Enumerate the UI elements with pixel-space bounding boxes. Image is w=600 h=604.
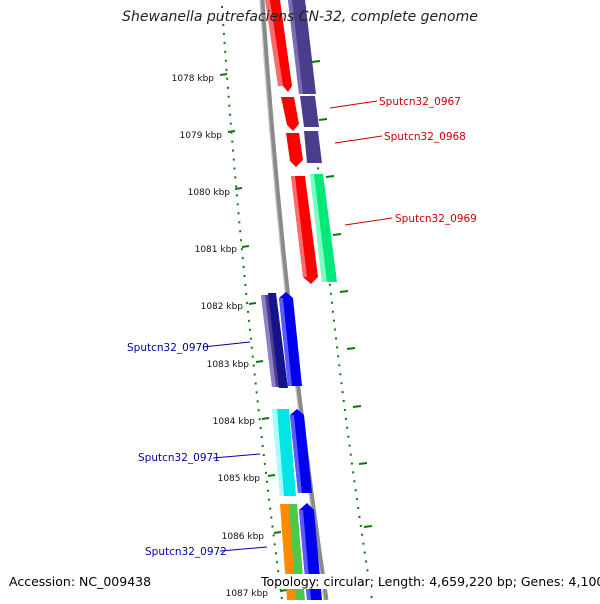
- gene-label-0971[interactable]: Sputcn32_0971: [138, 452, 220, 464]
- kbp-label-1080: 1080 kbp: [188, 188, 231, 198]
- kbp-label-1081: 1081 kbp: [195, 245, 238, 255]
- major-ticks-outer: [311, 60, 373, 528]
- gene-0968-red-1[interactable]: [281, 97, 299, 131]
- gene-0968-slate-2[interactable]: [304, 131, 322, 163]
- gene-label-0969[interactable]: Sputcn32_0969: [395, 213, 477, 225]
- gene-label-leaders: [202, 100, 393, 552]
- kbp-label-1086: 1086 kbp: [222, 532, 265, 542]
- kbp-label-1083: 1083 kbp: [207, 360, 250, 370]
- gene-0968-red-2[interactable]: [286, 133, 303, 167]
- gene-label-0967[interactable]: Sputcn32_0967: [379, 96, 461, 108]
- gene-label-0968[interactable]: Sputcn32_0968: [384, 131, 466, 143]
- track-background-band: [214, 0, 386, 600]
- topology-label: Topology: circular; Length: 4,659,220 bp…: [261, 574, 600, 589]
- kbp-label-1082: 1082 kbp: [201, 302, 244, 312]
- diagram-title: Shewanella putrefaciens CN-32, complete …: [122, 9, 478, 25]
- kbp-label-1084: 1084 kbp: [213, 417, 256, 427]
- kbp-label-1087: 1087 kbp: [226, 589, 269, 599]
- kbp-label-1079: 1079 kbp: [180, 131, 223, 141]
- gene-label-0972[interactable]: Sputcn32_0972: [145, 546, 227, 558]
- accession-label: Accession: NC_009438: [9, 574, 152, 589]
- kbp-label-1085: 1085 kbp: [218, 474, 261, 484]
- gene-0968-slate-1[interactable]: [300, 96, 319, 127]
- kbp-label-1078: 1078 kbp: [172, 74, 215, 84]
- gene-label-0970[interactable]: Sputcn32_0970: [127, 342, 209, 354]
- gene-0970-navy[interactable]: [268, 293, 288, 388]
- major-ticks-inner: [219, 73, 288, 592]
- inner-tick-ring: [221, 5, 283, 601]
- gene-0967-slate[interactable]: [288, 0, 316, 94]
